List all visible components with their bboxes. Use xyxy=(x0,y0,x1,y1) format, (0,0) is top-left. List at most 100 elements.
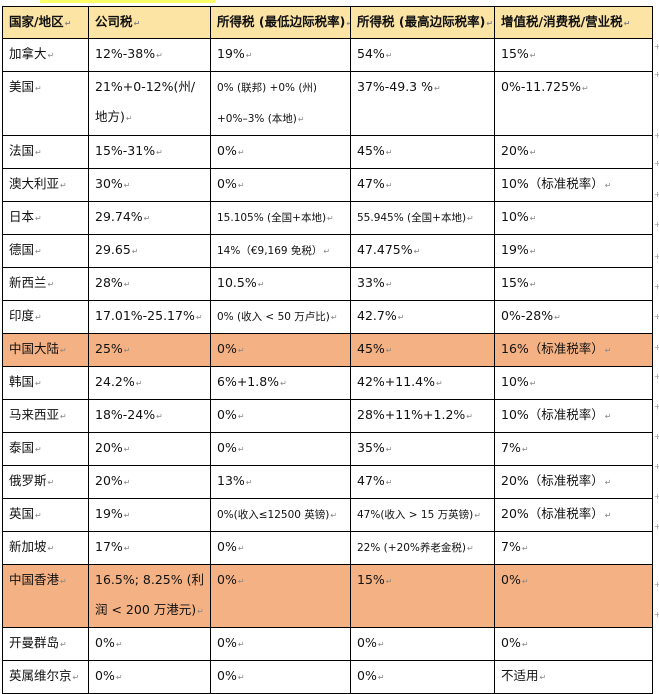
cell-text: 17% xyxy=(95,539,131,554)
cell-income-tax-min: 0% xyxy=(210,399,351,433)
row-marker: + xyxy=(654,42,659,51)
cell-vat: 15% xyxy=(494,267,653,301)
cell-text: 12%-38% xyxy=(95,46,163,61)
cell-text: 10% xyxy=(501,209,537,224)
cell-text: 0% xyxy=(217,440,245,455)
cell-text: 55.945% (全国+本地) xyxy=(357,212,474,224)
cell-text: 韩国 xyxy=(9,374,42,389)
row-marker: + xyxy=(654,432,659,441)
cell-vat: 10%（标准税率） xyxy=(494,168,653,202)
cell-text: 15% xyxy=(501,275,537,290)
cell-income-tax-min: 0% (收入 < 50 万卢比) xyxy=(210,300,351,334)
cell-region: 中国大陆 xyxy=(2,333,89,367)
cell-text: 0% xyxy=(357,635,385,650)
table-row: 印度 17.01%-25.17% 0% (收入 < 50 万卢比) 42.7% 0%-2… xyxy=(2,300,653,334)
cell-corporate-tax: 12%-38% xyxy=(88,38,211,72)
cell-vat: 20%（标准税率） xyxy=(494,498,653,532)
cell-text: 15% xyxy=(501,46,537,61)
cell-corporate-tax: 15%-31% xyxy=(88,135,211,169)
cell-region: 泰国 xyxy=(2,432,89,466)
cell-income-tax-max: 0% xyxy=(350,627,495,661)
cell-text: 加拿大 xyxy=(9,46,54,61)
row-marker: + xyxy=(654,312,659,321)
cell-income-tax-min: 0% xyxy=(210,168,351,202)
cell-region: 中国香港 xyxy=(2,564,89,628)
cell-vat: 7% xyxy=(494,531,653,565)
cell-region: 英国 xyxy=(2,498,89,532)
table-row: 美国 21%+0-12%(州/地方) 0% (联邦) +0% (州) +0%–3% … xyxy=(2,71,653,136)
cell-text: 22% (+20%养老金税) xyxy=(357,542,474,554)
cell-corporate-tax: 17.01%-25.17% xyxy=(88,300,211,334)
cell-text: 英属维尔京 xyxy=(9,668,79,683)
cell-corporate-tax: 20% xyxy=(88,465,211,499)
cell-income-tax-max: 28%+11%+1.2% xyxy=(350,399,495,433)
cell-text: 0% xyxy=(217,572,245,587)
row-marker: + xyxy=(654,492,659,501)
cell-income-tax-max: 0% xyxy=(350,660,495,694)
cell-vat: 不适用 xyxy=(494,660,653,694)
cell-text: 24.2% xyxy=(95,374,142,389)
row-marker: + xyxy=(654,190,659,199)
highlight-strip xyxy=(40,0,215,3)
cell-text: 俄罗斯 xyxy=(9,473,54,488)
cell-income-tax-max: 45% xyxy=(350,135,495,169)
cell-vat: 20%（标准税率） xyxy=(494,465,653,499)
cell-region: 法国 xyxy=(2,135,89,169)
header-income-min: 所得税 (最低边际税率) xyxy=(210,6,351,39)
cell-text: 新加坡 xyxy=(9,539,54,554)
row-marker: + xyxy=(654,70,659,79)
cell-text: 33% xyxy=(357,275,393,290)
cell-income-tax-max: 22% (+20%养老金税) xyxy=(350,531,495,565)
table-row: 新加坡 17% 0% 22% (+20%养老金税) 7% xyxy=(2,531,653,565)
cell-text: 28%+11%+1.2% xyxy=(357,407,473,422)
cell-vat: 0% xyxy=(494,627,653,661)
cell-text: 15% xyxy=(357,572,393,587)
cell-region: 英属维尔京 xyxy=(2,660,89,694)
table-row: 加拿大 12%-38% 19% 54% 15% xyxy=(2,38,653,72)
cell-income-tax-max: 42.7% xyxy=(350,300,495,334)
cell-income-tax-min: 0% xyxy=(210,531,351,565)
cell-text: 0%(收入≤12500 英镑) xyxy=(217,509,337,521)
cell-text: 16%（标准税率） xyxy=(501,341,612,356)
cell-income-tax-min: 13% xyxy=(210,465,351,499)
cell-region: 澳大利亚 xyxy=(2,168,89,202)
cell-text: 47.475% xyxy=(357,242,420,257)
cell-corporate-tax: 25% xyxy=(88,333,211,367)
cell-text: 29.74% xyxy=(95,209,150,224)
cell-text: 25% xyxy=(95,341,131,356)
cell-text: 0% xyxy=(217,635,245,650)
table-row: 澳大利亚 30% 0% 47% 10%（标准税率） xyxy=(2,168,653,202)
cell-income-tax-max: 47.475% xyxy=(350,234,495,268)
cell-income-tax-max: 54% xyxy=(350,38,495,72)
cell-corporate-tax: 29.74% xyxy=(88,201,211,235)
cell-income-tax-max: 55.945% (全国+本地) xyxy=(350,201,495,235)
cell-income-tax-min: 0% xyxy=(210,135,351,169)
cell-text: 10%（标准税率） xyxy=(501,407,612,422)
cell-text: 20%（标准税率） xyxy=(501,506,612,521)
cell-text: 6%+1.8% xyxy=(217,374,287,389)
cell-text: 日本 xyxy=(9,209,42,224)
header-row: 国家/地区 公司税 所得税 (最低边际税率) 所得税 (最高边际税率) 增值税/… xyxy=(2,6,653,39)
cell-income-tax-max: 47% xyxy=(350,168,495,202)
cell-text: 7% xyxy=(501,440,529,455)
cell-corporate-tax: 17% xyxy=(88,531,211,565)
cell-text: 不适用 xyxy=(501,668,546,683)
cell-income-tax-max: 33% xyxy=(350,267,495,301)
table-row: 中国大陆 25% 0% 45% 16%（标准税率） xyxy=(2,333,653,367)
cell-text: 0%-28% xyxy=(501,308,561,323)
cell-text: 10.5% xyxy=(217,275,264,290)
cell-vat: 10% xyxy=(494,366,653,400)
cell-text: 英国 xyxy=(9,506,42,521)
cell-income-tax-min: 0% xyxy=(210,333,351,367)
cell-vat: 10%（标准税率） xyxy=(494,399,653,433)
cell-vat: 20% xyxy=(494,135,653,169)
cell-text: 德国 xyxy=(9,242,42,257)
row-marker: + xyxy=(654,282,659,291)
cell-text: 47%(收入 > 15 万英镑) xyxy=(357,509,481,521)
cell-income-tax-min: 0% xyxy=(210,660,351,694)
cell-text: 29.65 xyxy=(95,242,139,257)
cell-region: 新加坡 xyxy=(2,531,89,565)
row-marker: + xyxy=(654,372,659,381)
cell-vat: 0% xyxy=(494,564,653,628)
cell-text: 42.7% xyxy=(357,308,404,323)
